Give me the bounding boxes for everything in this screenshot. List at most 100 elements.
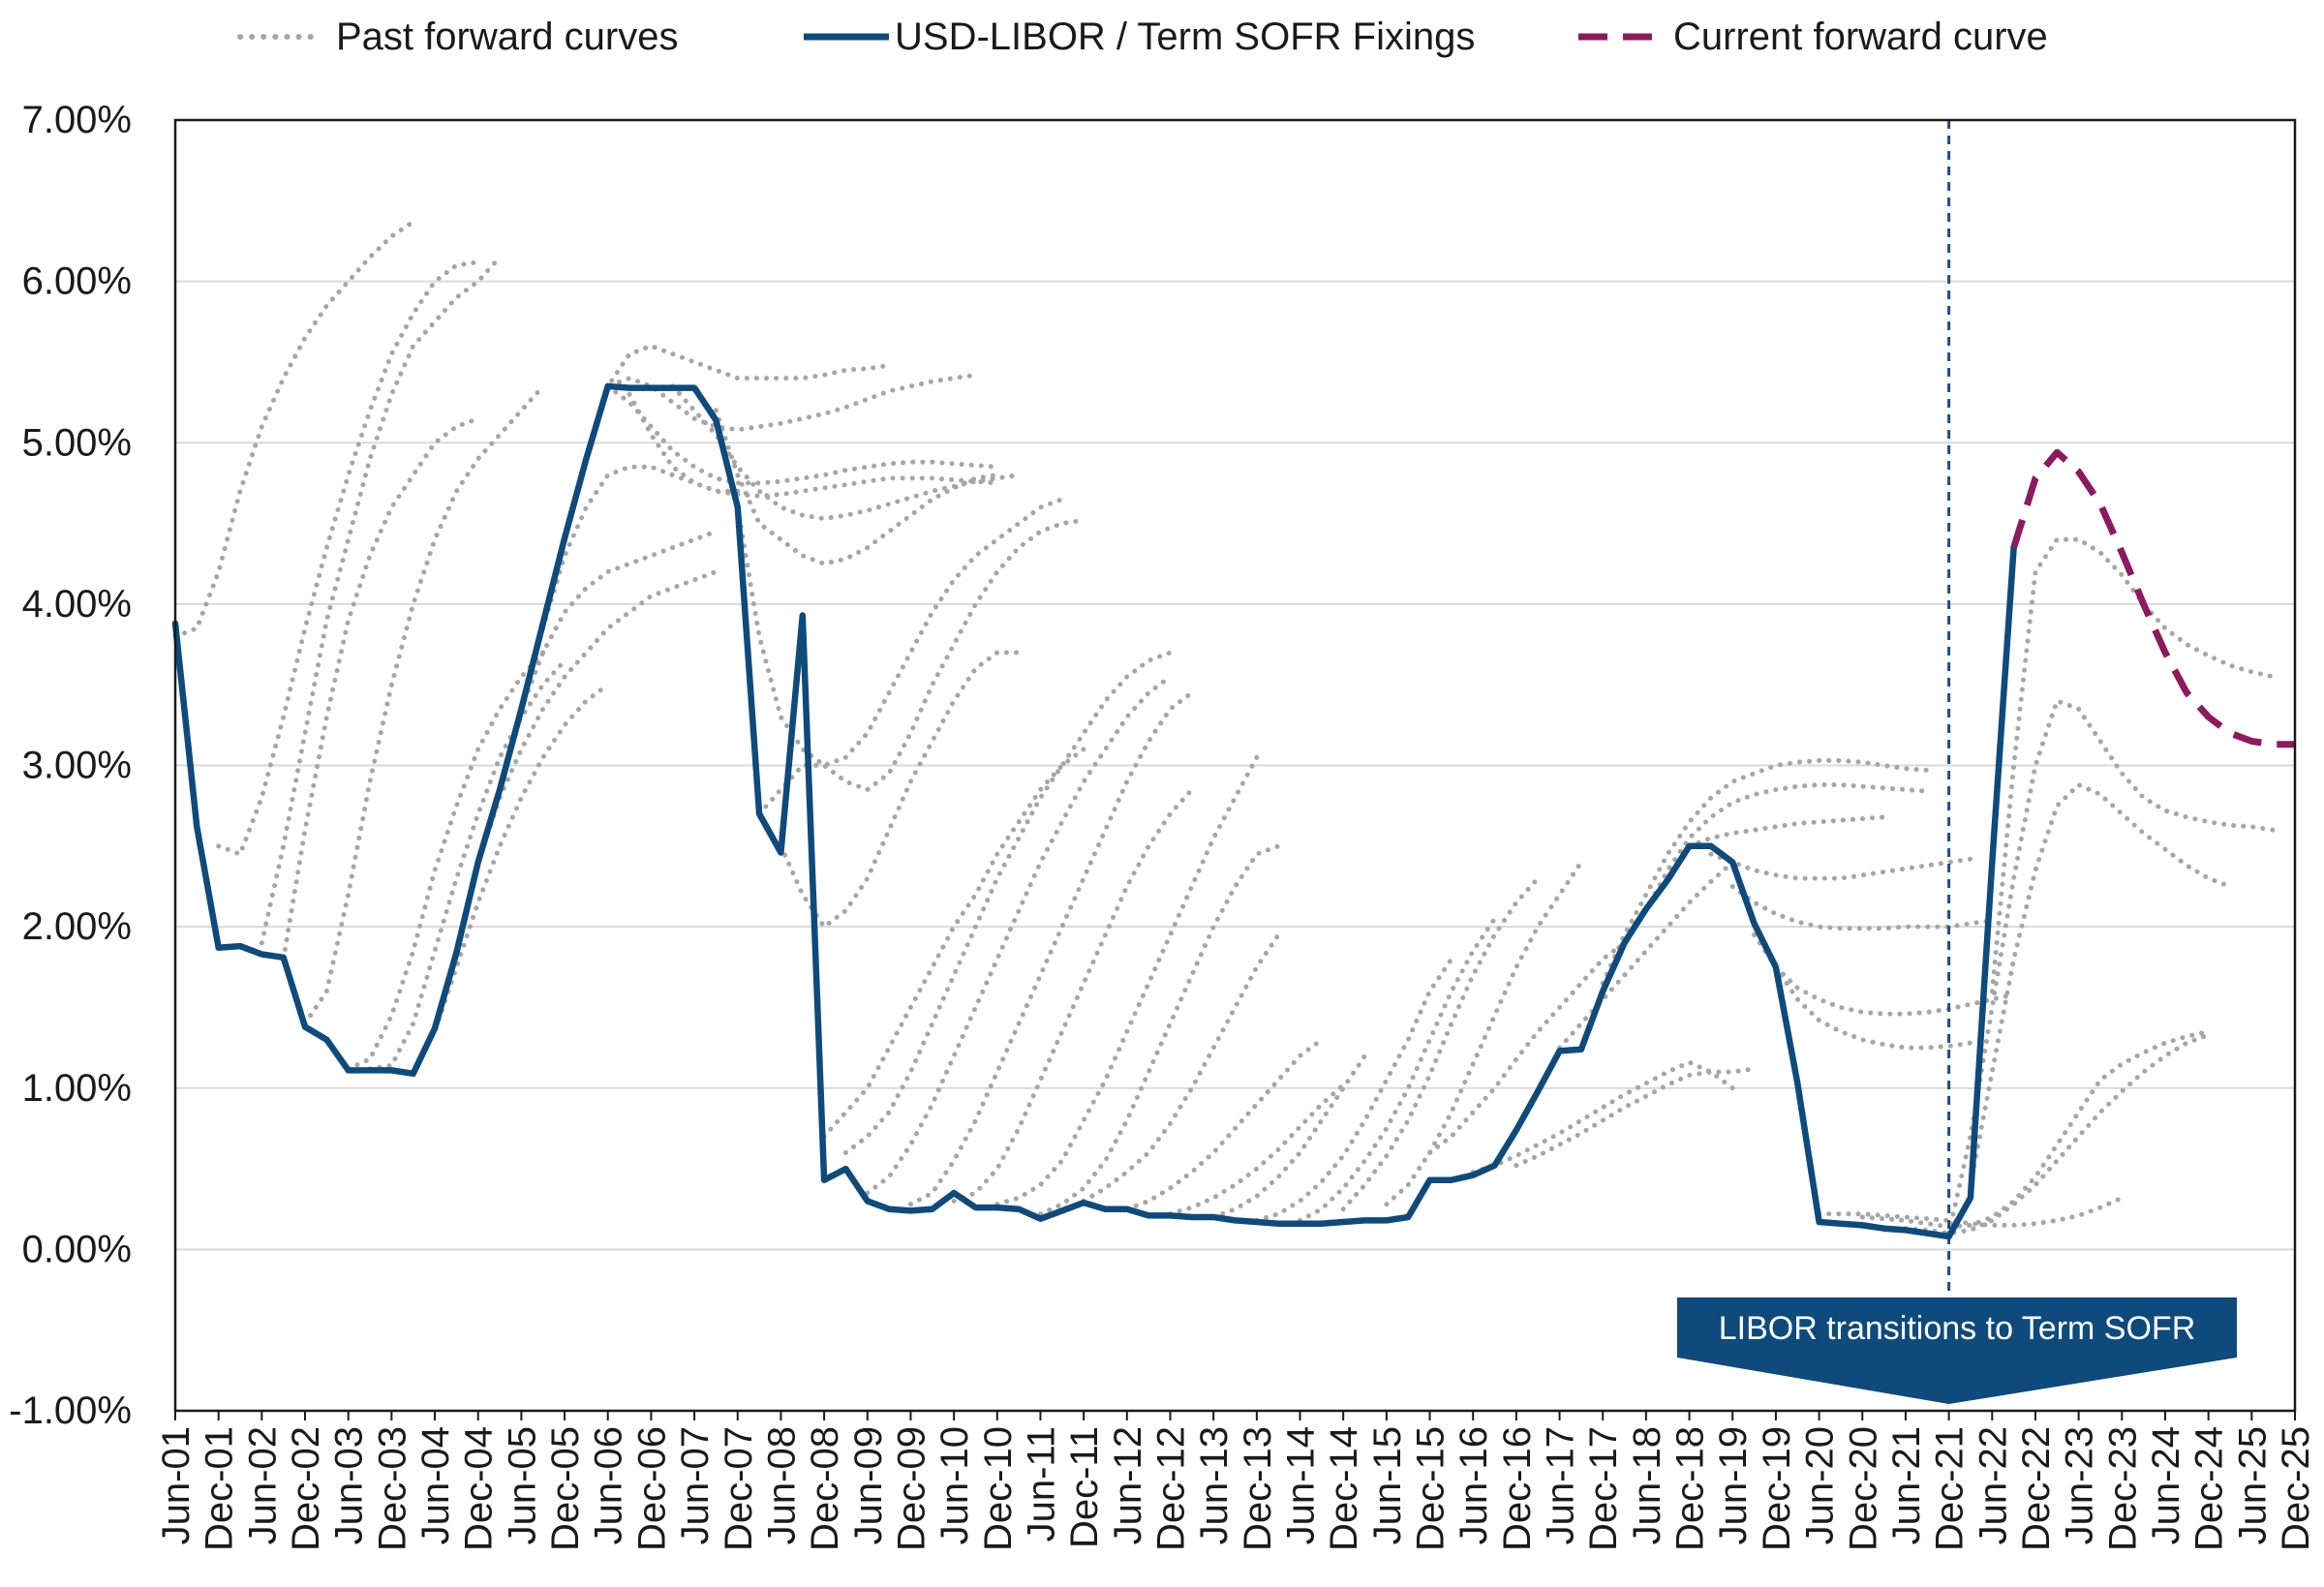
y-tick-label: 2.00% <box>22 905 132 948</box>
past-forward-curve <box>1687 814 1887 849</box>
past-forward-curve <box>1773 964 1973 1051</box>
y-tick-label: 4.00% <box>22 583 132 626</box>
past-forward-curve <box>302 383 546 1026</box>
past-forward-curve <box>1384 860 1584 1207</box>
x-tick-label: Dec-24 <box>2188 1426 2231 1551</box>
x-tick-label: Jun-16 <box>1452 1426 1495 1544</box>
x-tick-label: Jun-05 <box>501 1426 543 1544</box>
current-forward-series <box>2010 448 2295 748</box>
y-tick-label: 5.00% <box>22 421 132 464</box>
x-tick-label: Dec-11 <box>1063 1426 1106 1548</box>
y-tick-label: 0.00% <box>22 1228 132 1270</box>
past-forward-curve <box>713 408 1000 566</box>
y-tick-label: -1.00% <box>9 1389 132 1432</box>
past-forward-curve <box>1946 697 2277 1236</box>
x-tick-label: Dec-04 <box>458 1426 501 1551</box>
past-forward-curve <box>907 690 1195 1207</box>
x-axis-ticks: Jun-01 Dec-01 Jun-02 Dec-02 Jun-03 Dec-03 Jun-… <box>155 1411 2317 1551</box>
x-tick-label: Dec-13 <box>1237 1426 1279 1551</box>
x-tick-label: Dec-06 <box>630 1426 673 1551</box>
x-tick-label: Jun-20 <box>1799 1426 1842 1544</box>
past-forward-curve <box>821 747 1086 1140</box>
past-forward-curve <box>1643 782 1930 913</box>
past-forward-curve <box>1427 940 1628 1155</box>
legend-fixings-label: USD-LIBOR / Term SOFR Fixings <box>895 15 1475 58</box>
past-forward-curve <box>1859 1028 2212 1230</box>
y-tick-label: 7.00% <box>22 99 132 141</box>
x-tick-label: Dec-22 <box>2015 1426 2058 1551</box>
past-forward-curve <box>994 754 1260 1207</box>
x-tick-label: Dec-07 <box>718 1426 760 1551</box>
gridlines <box>175 280 2295 1251</box>
past-forward-curve <box>1514 1066 1758 1169</box>
x-tick-label: Jun-13 <box>1193 1426 1236 1544</box>
past-forward-curve <box>1903 1032 2212 1236</box>
past-forward-curve <box>1752 932 2017 1017</box>
past-forward-curve <box>756 517 1086 816</box>
past-forward-curve <box>259 255 503 946</box>
x-tick-label: Dec-17 <box>1582 1426 1625 1551</box>
past-forward-curve <box>1340 875 1541 1212</box>
x-tick-label: Jun-09 <box>847 1426 890 1544</box>
x-tick-label: Dec-25 <box>2275 1426 2317 1551</box>
x-tick-label: Dec-12 <box>1149 1426 1192 1551</box>
past-forward-curve <box>1817 1195 2125 1228</box>
y-tick-label: 3.00% <box>22 745 132 787</box>
x-tick-label: Jun-25 <box>2231 1426 2274 1544</box>
past-forward-curve <box>1968 781 2233 1188</box>
past-forward-curve <box>1081 932 1281 1204</box>
x-tick-label: Jun-17 <box>1540 1426 1582 1544</box>
x-tick-label: Dec-20 <box>1842 1426 1884 1551</box>
past-forward-curve <box>518 529 719 712</box>
past-forward-curve <box>627 391 1000 499</box>
past-forward-curve <box>951 787 1195 1204</box>
x-tick-label: Dec-14 <box>1323 1426 1365 1551</box>
x-tick-label: Jun-18 <box>1626 1426 1668 1544</box>
x-tick-label: Dec-10 <box>977 1426 1020 1551</box>
x-tick-label: Jun-22 <box>1972 1426 2014 1544</box>
y-tick-label: 1.00% <box>22 1067 132 1110</box>
x-tick-label: Dec-05 <box>544 1426 587 1551</box>
past-forward-curve <box>1470 1059 1735 1175</box>
annotation-callout: LIBOR transitions to Term SOFR <box>1677 1297 2237 1404</box>
y-tick-label: 6.00% <box>22 260 132 303</box>
past-forward-curve <box>1989 536 2277 994</box>
x-tick-label: Jun-02 <box>241 1426 284 1544</box>
x-tick-label: Dec-23 <box>2101 1426 2144 1551</box>
x-tick-label: Dec-19 <box>1756 1426 1798 1551</box>
legend-past-label: Past forward curves <box>336 15 678 58</box>
x-tick-label: Jun-01 <box>155 1426 198 1544</box>
annotation-text: LIBOR transitions to Term SOFR <box>1719 1310 2196 1347</box>
x-tick-label: Jun-06 <box>588 1426 630 1544</box>
past-forward-curve <box>1210 1053 1367 1220</box>
x-tick-label: Jun-12 <box>1107 1426 1149 1544</box>
past-forward-curve <box>583 372 978 462</box>
past-forward-curve <box>562 343 892 542</box>
x-tick-label: Dec-09 <box>890 1426 933 1551</box>
past-forward-curve <box>367 657 567 1072</box>
legend: Past forward curves USD-LIBOR / Term SOF… <box>237 15 2048 58</box>
x-tick-label: Jun-11 <box>1020 1426 1062 1541</box>
past-forward-curve <box>778 650 1022 931</box>
past-forward-curve <box>1298 916 1497 1223</box>
x-tick-label: Jun-10 <box>933 1426 976 1544</box>
x-tick-label: Jun-14 <box>1280 1426 1323 1544</box>
past-forward-curve <box>865 674 1173 1196</box>
x-tick-label: Jun-03 <box>328 1426 371 1544</box>
plot-frame <box>173 118 2297 1413</box>
x-tick-label: Dec-01 <box>199 1426 241 1551</box>
past-forward-curve <box>281 415 481 961</box>
x-tick-label: Dec-15 <box>1410 1426 1452 1551</box>
fixings-line <box>171 382 2017 1240</box>
x-tick-label: Jun-19 <box>1712 1426 1755 1544</box>
x-tick-label: Jun-07 <box>674 1426 717 1544</box>
x-tick-label: Jun-08 <box>760 1426 803 1544</box>
x-tick-label: Jun-15 <box>1366 1426 1409 1544</box>
x-tick-label: Dec-16 <box>1496 1426 1539 1551</box>
past-forward-curve <box>1557 860 1735 1051</box>
past-forward-curve <box>475 569 719 865</box>
x-tick-label: Dec-08 <box>804 1426 846 1551</box>
annotation-callout-shape <box>1677 1297 2237 1404</box>
x-tick-label: Dec-21 <box>1929 1426 1972 1551</box>
